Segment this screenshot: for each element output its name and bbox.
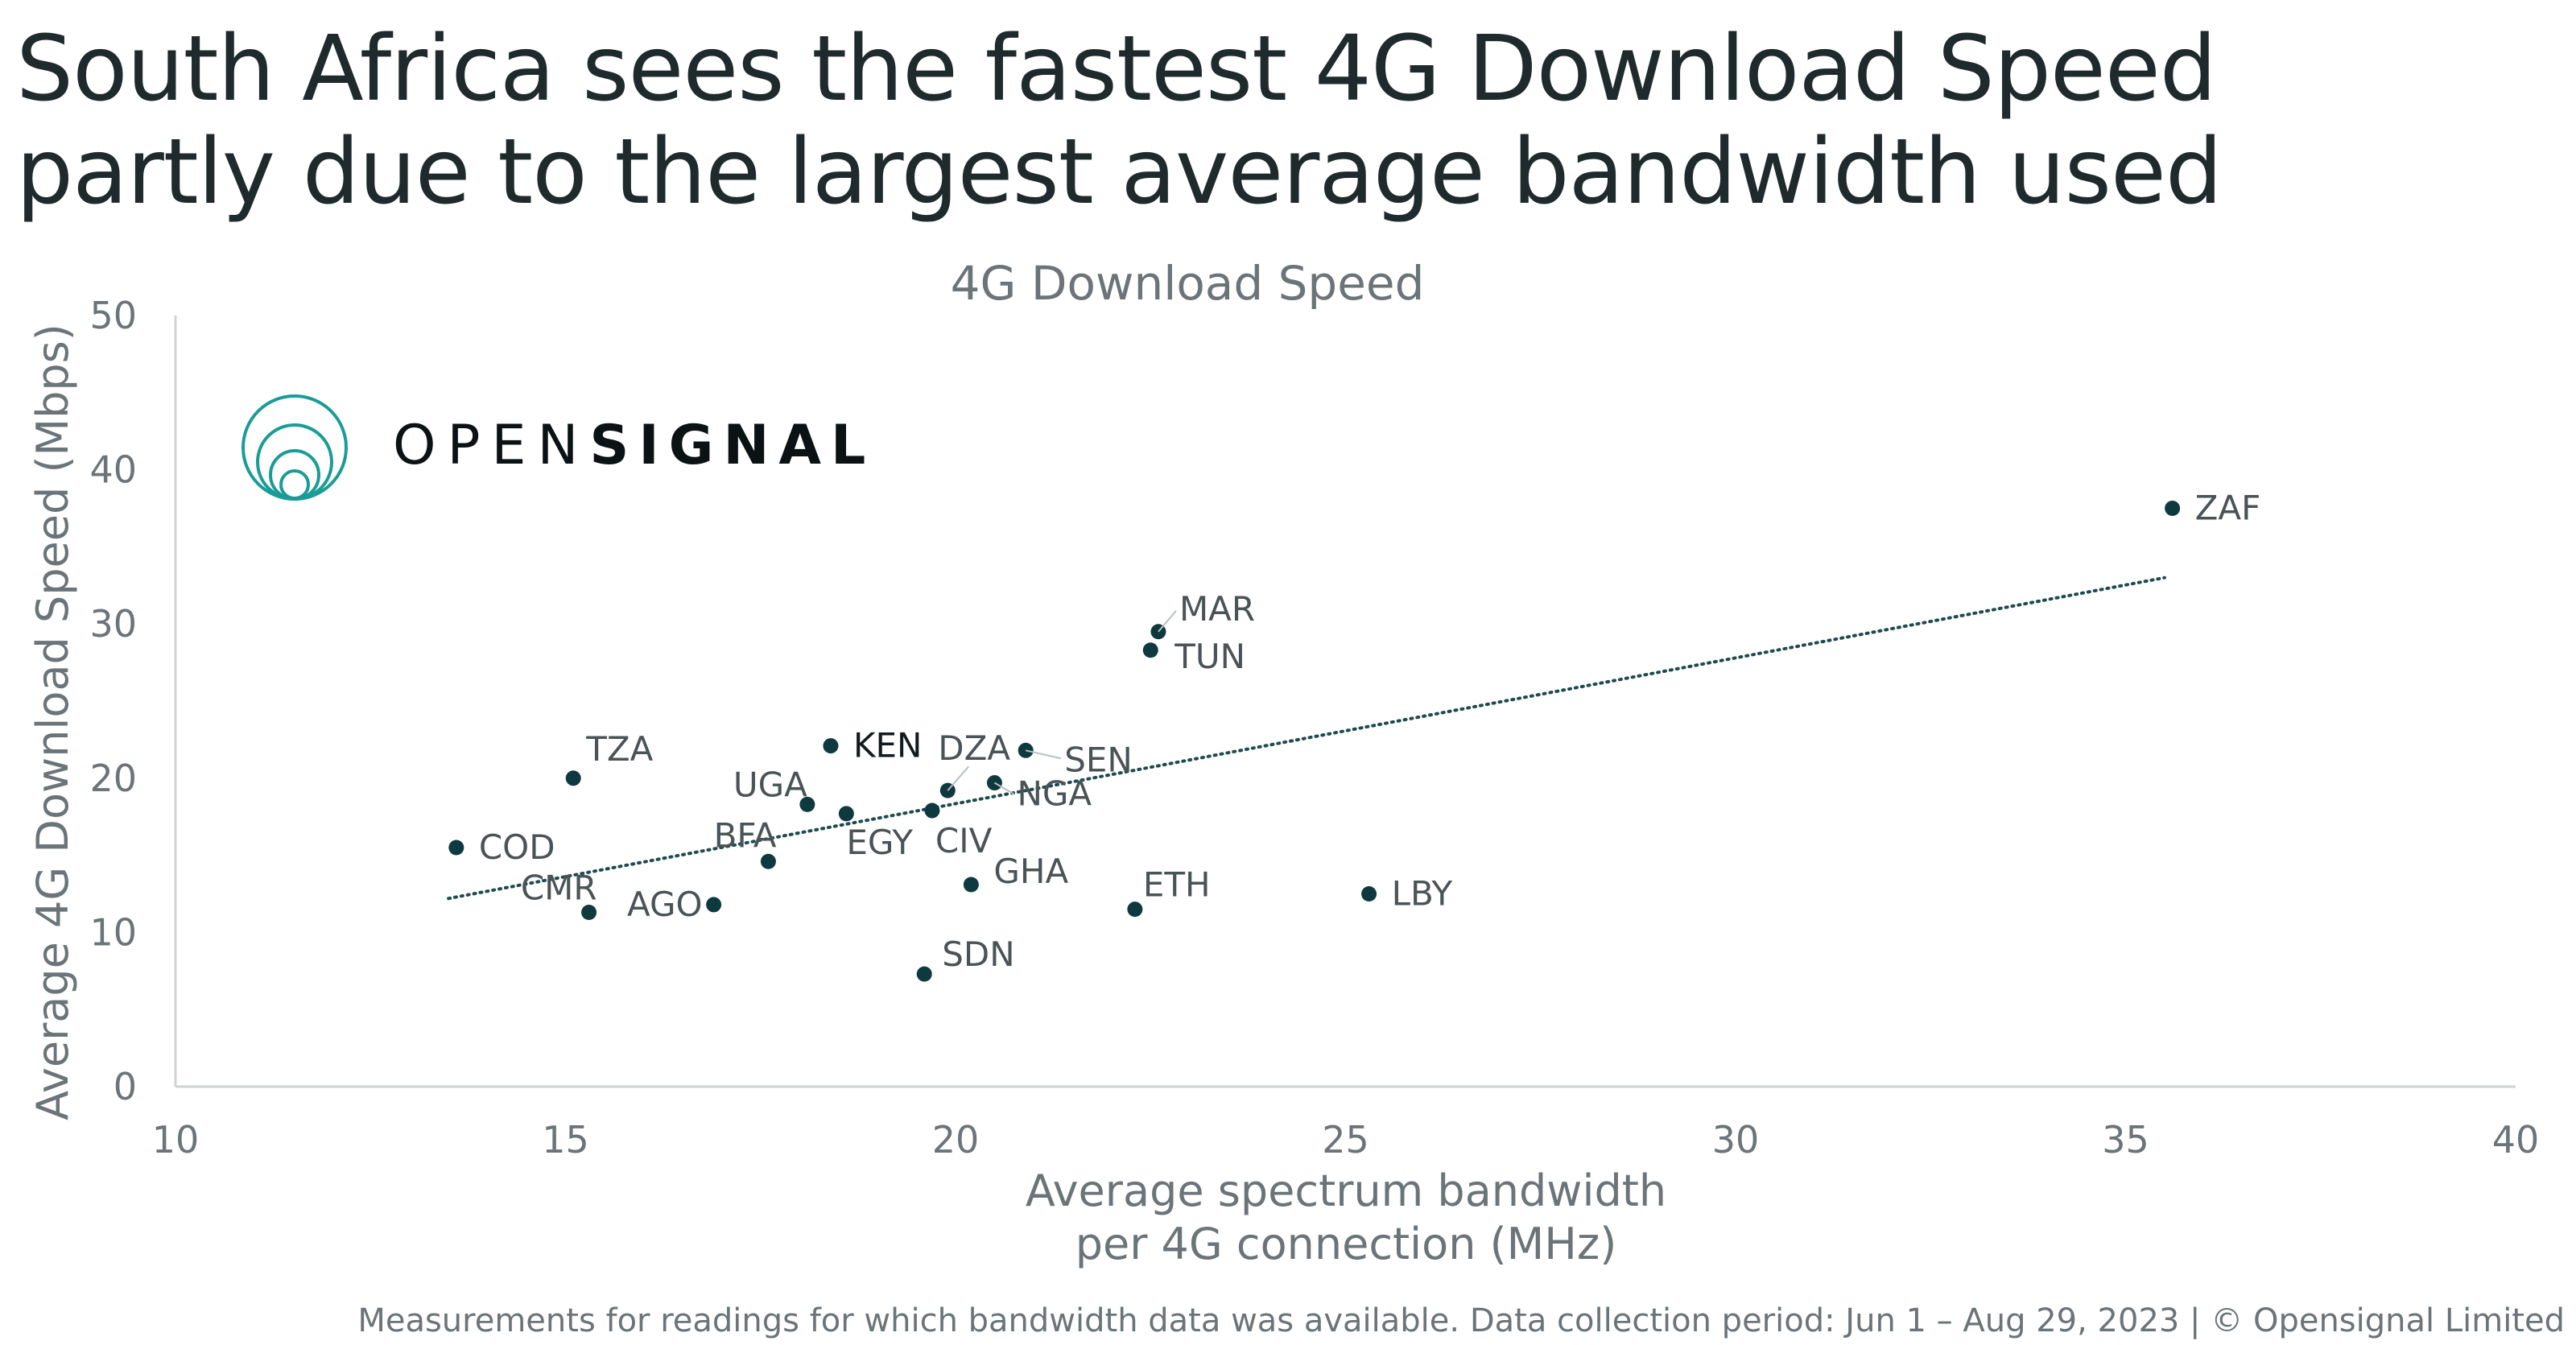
x-tick-label: 30: [1712, 1118, 1760, 1161]
data-point-tza: [565, 770, 581, 786]
data-point-tun: [1142, 642, 1158, 658]
point-label-nga: NGA: [1017, 774, 1092, 814]
x-tick-label: 25: [1322, 1118, 1369, 1161]
point-label-eth: ETH: [1143, 865, 1211, 905]
chart-title: 4G Download Speed: [951, 256, 1425, 311]
leader-line-nga: [993, 782, 1014, 795]
data-point-eth: [1127, 901, 1143, 918]
data-point-cmr: [581, 904, 597, 920]
point-label-cod: COD: [479, 827, 555, 867]
headline-line-1: South Africa sees the fastest 4G Downloa…: [16, 17, 2217, 122]
leader-line-dza: [947, 765, 970, 791]
point-label-sdn: SDN: [942, 934, 1014, 974]
headline: South Africa sees the fastest 4G Downloa…: [16, 17, 2223, 225]
data-point-cod: [448, 840, 464, 856]
y-tick-label: 40: [89, 448, 137, 492]
point-label-egy: EGY: [846, 823, 913, 862]
y-tick-label: 30: [89, 602, 137, 646]
data-point-ago: [706, 897, 722, 913]
x-tick-label: 10: [152, 1118, 200, 1161]
data-point-bfa: [760, 853, 776, 869]
y-tick-label: 10: [89, 910, 137, 954]
point-label-uga: UGA: [733, 765, 807, 804]
data-points: [448, 501, 2181, 982]
point-label-gha: GHA: [993, 852, 1068, 891]
x-tick-label: 35: [2102, 1118, 2149, 1161]
point-label-tun: TUN: [1174, 637, 1245, 676]
point-label-sen: SEN: [1064, 740, 1133, 779]
x-axis-title-line: Average spectrum bandwidth: [1026, 1166, 1666, 1216]
y-tick-label: 0: [114, 1065, 137, 1108]
opensignal-rings-icon: [242, 394, 348, 501]
y-tick-label: 20: [89, 757, 137, 800]
data-point-civ: [924, 802, 940, 819]
trendline-group: [447, 576, 2166, 901]
point-label-tza: TZA: [585, 729, 653, 769]
data-point-sdn: [916, 966, 932, 982]
trendline: [447, 576, 2166, 901]
point-label-civ: CIV: [935, 821, 993, 860]
point-label-ken: KEN: [853, 726, 923, 765]
leader-line-sen: [1025, 749, 1062, 760]
logo-open: OPEN: [393, 414, 590, 477]
y-tick-label: 50: [89, 294, 137, 337]
data-point-ken: [823, 738, 839, 754]
x-tick-label: 15: [542, 1118, 589, 1161]
data-point-uga: [799, 796, 815, 812]
data-point-egy: [838, 806, 854, 822]
point-label-zaf: ZAF: [2195, 489, 2261, 528]
headline-line-2: partly due to the largest average bandwi…: [16, 120, 2223, 225]
logo-signal: SIGNAL: [589, 414, 876, 477]
point-label-lby: LBY: [1392, 874, 1453, 914]
opensignal-wordmark: OPENSIGNAL: [393, 414, 875, 478]
axes: 0 10 20 30 40 50 10 15 20 25 30 35 40 Average spectru…: [27, 294, 2539, 1269]
leader-line-mar: [1158, 610, 1177, 633]
x-tick-label: 40: [2492, 1118, 2540, 1161]
x-axis-title-line: per 4G connection (MHz): [1075, 1219, 1617, 1269]
point-label-mar: MAR: [1179, 589, 1255, 629]
point-label-cmr: CMR: [521, 868, 597, 907]
data-point-lby: [1361, 886, 1377, 901]
x-tick-label: 20: [932, 1118, 980, 1161]
data-point-zaf: [2165, 501, 2181, 516]
point-label-dza: DZA: [938, 728, 1010, 768]
y-axis-title: Average 4G Download Speed (Mbps): [27, 324, 78, 1120]
point-label-bfa: BFA: [714, 815, 777, 855]
data-point-gha: [963, 877, 979, 893]
point-label-ago: AGO: [627, 885, 703, 924]
footnote: Measurements for readings for which band…: [357, 1302, 2565, 1339]
opensignal-logo: OPENSIGNAL: [238, 391, 882, 504]
